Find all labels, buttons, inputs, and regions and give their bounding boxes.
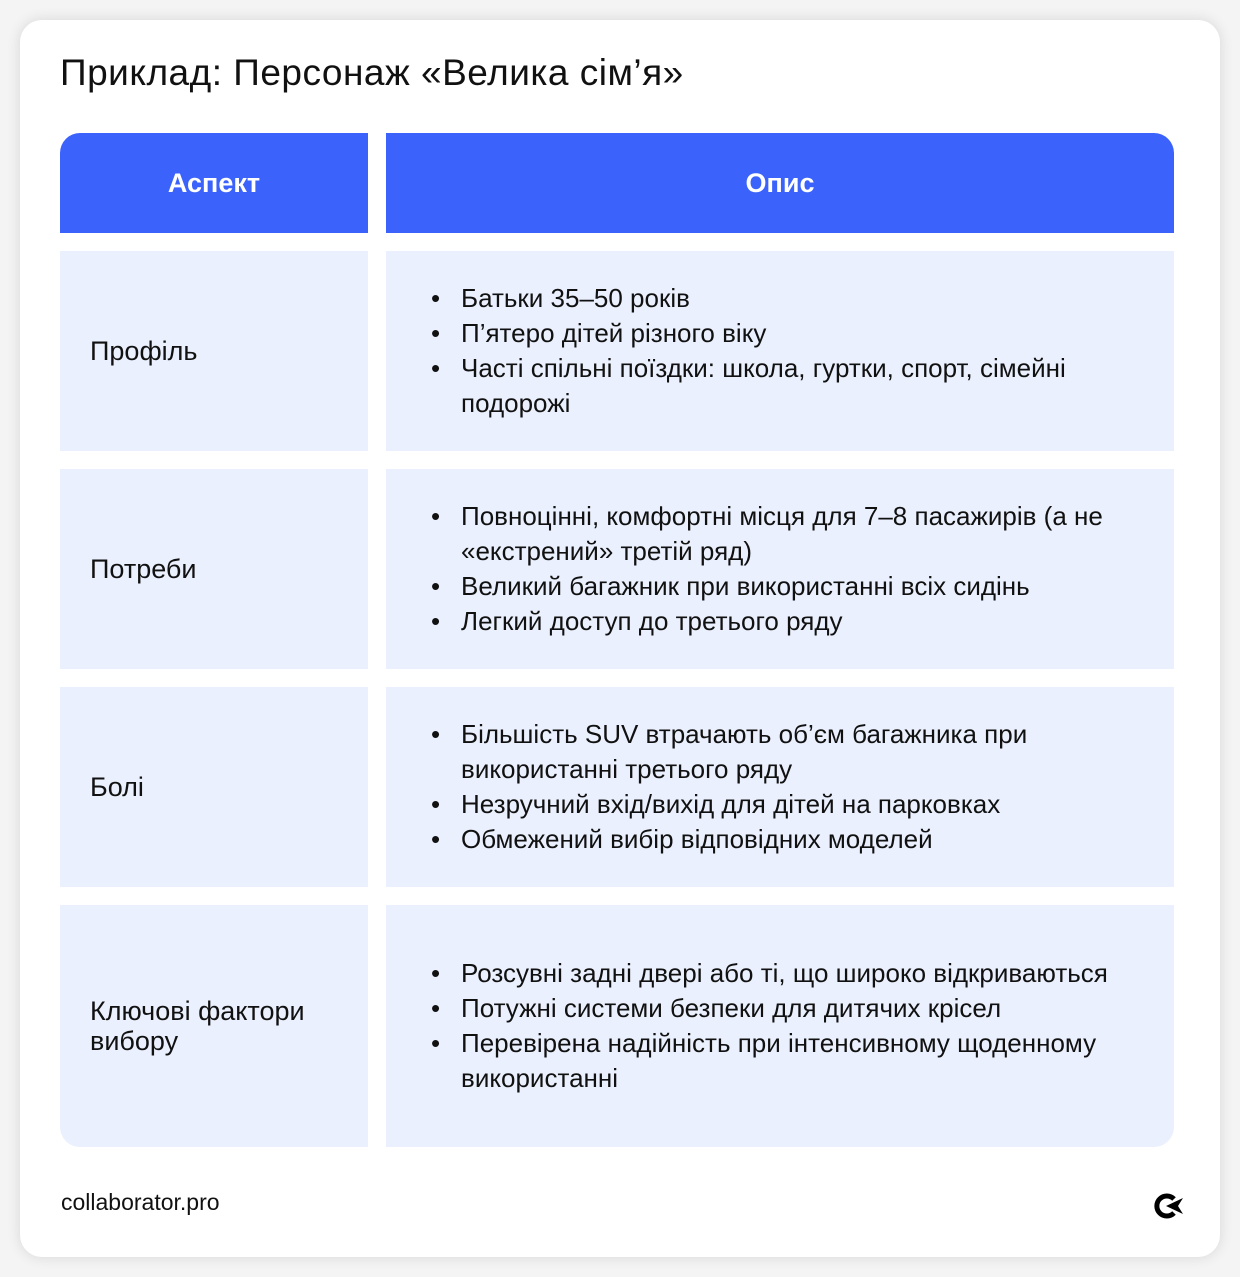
header-description: Опис	[386, 133, 1174, 233]
description-cell: Більшість SUV втрачають об’єм багажника …	[386, 687, 1174, 887]
list-item: Перевірена надійність при інтенсивному щ…	[431, 1026, 1154, 1096]
description-cell: Батьки 35–50 роківП’ятеро дітей різного …	[386, 251, 1174, 451]
aspect-cell: Болі	[60, 687, 368, 887]
description-cell: Повноцінні, комфортні місця для 7–8 паса…	[386, 469, 1174, 669]
bullet-list: Батьки 35–50 роківП’ятеро дітей різного …	[386, 281, 1174, 421]
bullet-list: Повноцінні, комфортні місця для 7–8 паса…	[386, 499, 1174, 639]
list-item: Більшість SUV втрачають об’єм багажника …	[431, 717, 1154, 787]
aspect-label: Потреби	[90, 554, 197, 584]
aspect-cell: Профіль	[60, 251, 368, 451]
list-item: Часті спільні поїздки: школа, гуртки, сп…	[431, 351, 1154, 421]
bullet-list: Розсувні задні двері або ті, що широко в…	[386, 956, 1174, 1096]
list-item: Легкий доступ до третього ряду	[431, 604, 1154, 639]
list-item: Обмежений вибір відповідних моделей	[431, 822, 1154, 857]
bullet-list: Більшість SUV втрачають об’єм багажника …	[386, 717, 1174, 857]
list-item: Розсувні задні двері або ті, що широко в…	[431, 956, 1154, 991]
list-item: Потужні системи безпеки для дитячих кріс…	[431, 991, 1154, 1026]
description-cell: Розсувні задні двері або ті, що широко в…	[386, 905, 1174, 1147]
page-title: Приклад: Персонаж «Велика сім’я»	[60, 52, 684, 93]
list-item: Батьки 35–50 років	[431, 281, 1154, 316]
list-item: Незручний вхід/вихід для дітей на парков…	[431, 787, 1154, 822]
list-item: П’ятеро дітей різного віку	[431, 316, 1154, 351]
aspect-label: Ключові фактори вибору	[90, 996, 305, 1056]
header-aspect: Аспект	[60, 133, 368, 233]
aspect-label: Профіль	[90, 336, 198, 366]
aspect-cell: Ключові фактори вибору	[60, 905, 368, 1147]
aspect-label: Болі	[90, 772, 144, 802]
collaborator-logo-icon	[1154, 1193, 1183, 1219]
footer-site: collaborator.pro	[61, 1189, 220, 1215]
list-item: Повноцінні, комфортні місця для 7–8 паса…	[431, 499, 1154, 569]
list-item: Великий багажник при використанні всіх с…	[431, 569, 1154, 604]
aspect-cell: Потреби	[60, 469, 368, 669]
